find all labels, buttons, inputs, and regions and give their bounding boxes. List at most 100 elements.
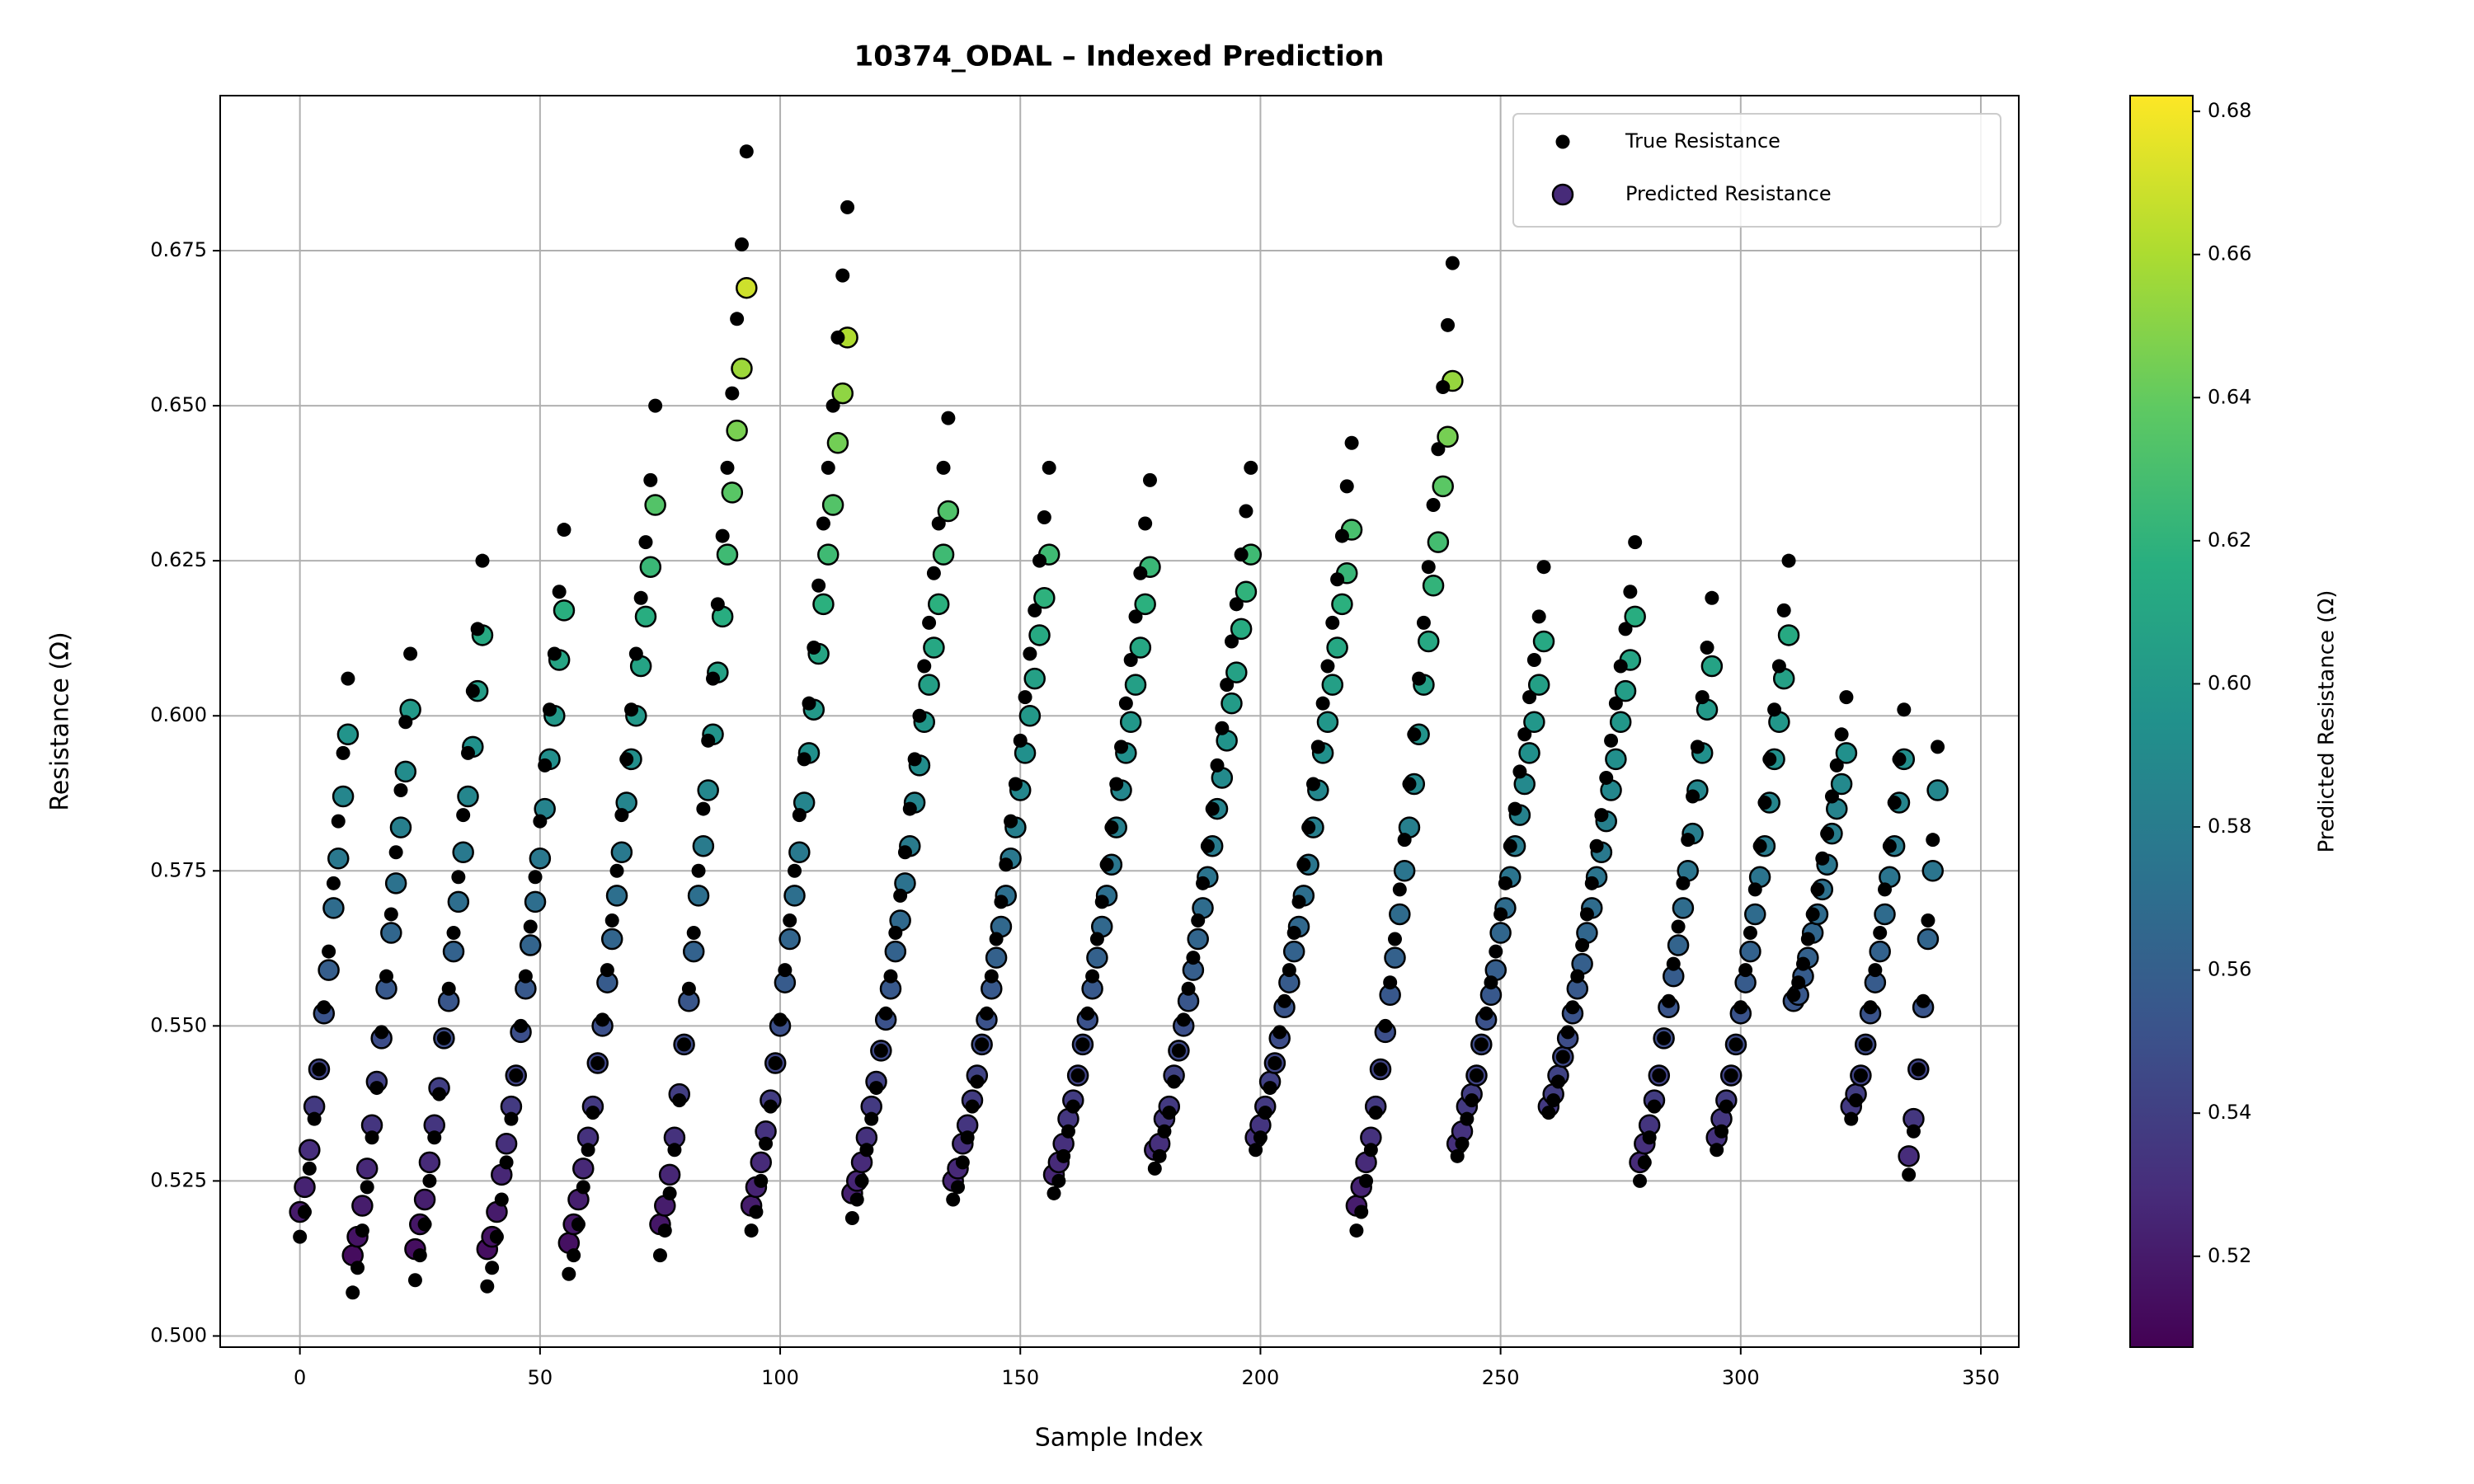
true-point — [1931, 740, 1945, 754]
true-point — [1570, 969, 1585, 984]
true-point — [1460, 1111, 1475, 1126]
predicted-point — [1523, 711, 1545, 734]
true-point — [931, 516, 946, 531]
true-point — [604, 913, 619, 928]
true-point — [946, 1192, 961, 1207]
predicted-point — [1667, 934, 1690, 956]
true-point — [1344, 435, 1359, 450]
true-point — [1220, 678, 1235, 693]
predicted-point — [1437, 425, 1459, 448]
true-point — [1383, 975, 1398, 990]
colorbar-tick-label: 0.56 — [2208, 958, 2251, 981]
true-point — [1363, 1143, 1378, 1158]
colorbar-tick-label: 0.60 — [2208, 671, 2251, 694]
true-point — [451, 870, 466, 885]
true-point — [1421, 560, 1436, 575]
predicted-point — [294, 1176, 316, 1199]
true-point — [970, 1074, 985, 1089]
true-point — [331, 814, 346, 829]
true-point — [1441, 317, 1456, 332]
true-point — [528, 870, 543, 885]
true-point — [1258, 1106, 1272, 1120]
true-point — [730, 312, 745, 326]
x-tick-label: 100 — [761, 1366, 799, 1389]
y-tick-label: 0.625 — [150, 548, 207, 571]
true-point — [754, 1173, 769, 1188]
predicted-point — [1389, 903, 1411, 926]
predicted-point — [418, 1151, 441, 1174]
true-point — [1752, 838, 1767, 853]
true-point — [1810, 882, 1825, 897]
x-tick-label: 50 — [528, 1366, 553, 1389]
true-point — [1584, 876, 1599, 890]
true-point — [504, 1111, 519, 1126]
true-point — [778, 963, 793, 978]
true-point — [360, 1180, 374, 1195]
true-point — [1637, 1155, 1652, 1170]
predicted-point — [336, 723, 360, 746]
predicted-point — [682, 940, 705, 963]
predicted-point — [317, 959, 340, 981]
true-point — [715, 528, 730, 543]
true-point — [648, 398, 663, 413]
x-tick-label: 250 — [1482, 1366, 1520, 1389]
true-point — [883, 969, 898, 984]
true-point — [412, 1248, 427, 1263]
true-point — [1224, 634, 1239, 649]
true-point — [1334, 528, 1349, 543]
true-point — [1771, 659, 1786, 674]
predicted-point — [553, 599, 576, 622]
true-point — [441, 981, 456, 996]
predicted-point — [1225, 661, 1248, 683]
predicted-point — [1129, 636, 1152, 659]
predicted-point — [1393, 860, 1416, 882]
true-point — [710, 597, 725, 612]
true-point — [1555, 1050, 1570, 1064]
true-point — [1099, 857, 1114, 872]
true-point — [1047, 1186, 1061, 1200]
true-point — [979, 1006, 994, 1021]
true-point — [1546, 1093, 1561, 1108]
predicted-point — [332, 785, 355, 808]
true-point — [1926, 833, 1940, 848]
true-point — [1215, 721, 1230, 735]
true-point — [436, 1031, 451, 1045]
true-point — [1094, 895, 1109, 909]
true-point — [1911, 1062, 1926, 1077]
predicted-point — [1321, 674, 1344, 696]
true-point — [1157, 1124, 1172, 1139]
true-point — [1191, 913, 1206, 928]
true-point — [797, 752, 811, 767]
true-point — [523, 919, 538, 934]
true-point — [759, 1136, 774, 1151]
y-tick-label: 0.550 — [150, 1013, 207, 1036]
true-point — [1916, 993, 1931, 1008]
y-tick-label: 0.675 — [150, 238, 207, 261]
true-point — [999, 857, 1014, 872]
predicted-point — [1624, 605, 1646, 628]
true-point — [543, 702, 557, 717]
true-point — [1349, 1223, 1364, 1238]
x-tick-label: 300 — [1722, 1366, 1760, 1389]
true-point — [326, 876, 341, 890]
true-point — [1781, 553, 1796, 568]
true-point — [1834, 727, 1849, 742]
x-tick-label: 150 — [1001, 1366, 1039, 1389]
true-point — [739, 144, 754, 159]
predicted-point — [985, 946, 1008, 969]
true-point — [1724, 1068, 1738, 1083]
true-point — [480, 1279, 495, 1294]
true-point — [725, 386, 740, 401]
true-point — [485, 1261, 500, 1275]
true-point — [293, 1229, 308, 1244]
true-point — [1489, 944, 1503, 959]
true-point — [1858, 1037, 1873, 1052]
true-point — [1743, 926, 1757, 941]
true-point — [1738, 963, 1753, 978]
true-point — [456, 808, 471, 823]
true-point — [1138, 516, 1153, 531]
predicted-point — [452, 841, 474, 863]
true-point — [807, 640, 821, 655]
true-point — [1613, 659, 1628, 674]
predicted-point — [1119, 711, 1142, 734]
